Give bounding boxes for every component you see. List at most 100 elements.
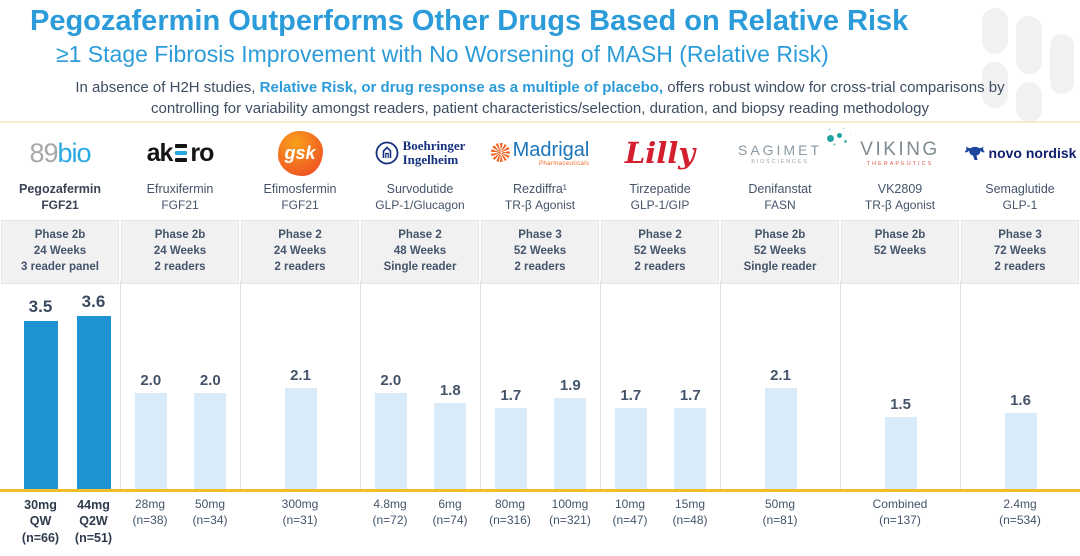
logo-viking: VIKING THERAPEUTICS bbox=[840, 127, 960, 179]
intro-note: In absence of H2H studies, Relative Risk… bbox=[50, 77, 1030, 119]
dose-label: 44mg Q2W (n=51) bbox=[74, 498, 113, 545]
bar-slot: 2.1 bbox=[241, 281, 360, 490]
mechanism: TR-β Agonist bbox=[504, 197, 576, 212]
bar-survodutide-6mg bbox=[434, 403, 467, 490]
bar-pegozafermin-30mg bbox=[23, 321, 58, 490]
trial-phase: Phase 2b bbox=[34, 228, 86, 241]
chart-col-madrigal: 1.7 1.9 bbox=[480, 281, 600, 490]
trial-info: Phase 3 52 Weeks 2 readers bbox=[481, 219, 599, 284]
dose-label: 4.8mg (n=72) bbox=[372, 497, 408, 527]
dose-label: 15mg (n=48) bbox=[672, 497, 708, 527]
bar-value-label: 1.6 bbox=[1010, 392, 1031, 409]
gsk-blob-icon: gsk bbox=[277, 130, 323, 176]
bar-slot: 2.0 bbox=[361, 281, 421, 490]
bar-value-label: 2.0 bbox=[380, 372, 402, 389]
trial-phase: Phase 2b bbox=[874, 228, 926, 241]
trial-duration: 52 Weeks bbox=[513, 244, 567, 257]
column-novo-nordisk: novo nordisk Semaglutide GLP-1 Phase 3 7… bbox=[960, 127, 1080, 284]
chart-col-sagimet: 2.1 bbox=[720, 281, 840, 490]
bar-value-label: 1.7 bbox=[500, 387, 522, 404]
logo-akero-left: ak bbox=[146, 138, 174, 167]
logo-89bio: 89 bio bbox=[0, 127, 120, 179]
bar-slot: 1.5 bbox=[841, 281, 960, 490]
drug-name: Efimosfermin bbox=[263, 182, 337, 196]
trial-info: Phase 2b 24 Weeks 3 reader panel bbox=[1, 219, 119, 284]
doses-akero: 28mg (n=38) 50mg (n=34) bbox=[120, 497, 240, 546]
gold-baseline bbox=[0, 489, 1080, 492]
dose-label: 50mg (n=34) bbox=[192, 497, 228, 527]
doses-gsk: 300mg (n=31) bbox=[240, 497, 360, 546]
dose-labels-row: 30mg QW (n=66) 44mg Q2W (n=51) 28mg (n=3… bbox=[0, 497, 1080, 546]
mechanism: TR-β Agonist bbox=[864, 197, 936, 212]
dose-label: 2.4mg (n=534) bbox=[999, 497, 1041, 527]
bar-value-label: 1.8 bbox=[439, 382, 461, 399]
doses-sagimet: 50mg (n=81) bbox=[720, 497, 840, 546]
trial-readers: Single reader bbox=[743, 260, 817, 273]
column-madrigal: Madrigal Pharmaceuticals Rezdiffra¹ TR-β… bbox=[480, 127, 600, 284]
bar-efimosfermin-300mg bbox=[284, 388, 317, 490]
logo-akero: ak ro bbox=[120, 127, 240, 179]
bar-slot: 1.7 bbox=[481, 281, 541, 490]
bar-survodutide-4-8mg bbox=[374, 393, 407, 490]
column-boehringer: Boehringer Ingelheim Survodutide GLP-1/G… bbox=[360, 127, 480, 284]
bar-efruxifermin-28mg bbox=[134, 393, 167, 490]
chart-col-lilly: 1.7 1.7 bbox=[600, 281, 720, 490]
dose-label: 100mg (n=321) bbox=[549, 497, 591, 527]
bar-slot: 2.0 bbox=[181, 281, 241, 490]
trial-phase: Phase 2 bbox=[278, 228, 322, 241]
bar-pegozafermin-44mg bbox=[76, 316, 111, 490]
column-gsk: gsk Efimosfermin FGF21 Phase 2 24 Weeks … bbox=[240, 127, 360, 284]
trial-readers bbox=[842, 259, 958, 275]
logo-boehringer-line1: Boehringer bbox=[402, 138, 466, 154]
trial-info: Phase 2b 52 Weeks Single reader bbox=[721, 219, 839, 284]
trial-info: Phase 2b 52 Weeks bbox=[841, 219, 959, 284]
column-akero: ak ro Efruxifermin FGF21 Phase 2b 24 Wee… bbox=[120, 127, 240, 284]
logo-lilly: Lilly bbox=[600, 127, 720, 179]
trial-info: Phase 2b 24 Weeks 2 readers bbox=[121, 219, 239, 284]
logo-boehringer-line2: Ingelheim bbox=[402, 152, 459, 167]
trial-phase: Phase 2 bbox=[398, 228, 442, 241]
trial-readers: 2 readers bbox=[274, 260, 326, 273]
trial-readers: 3 reader panel bbox=[21, 260, 99, 273]
dose-label: 10mg (n=47) bbox=[612, 497, 648, 527]
drug-name: VK2809 bbox=[877, 182, 923, 196]
drug-name: Denifanstat bbox=[748, 182, 812, 196]
logo-sagimet: SAGIMET BIOSCIENCES bbox=[720, 127, 840, 179]
trial-info: Phase 2 52 Weeks 2 readers bbox=[601, 219, 719, 284]
bar-value-label: 2.0 bbox=[140, 372, 162, 389]
mechanism: GLP-1/GIP bbox=[630, 197, 690, 212]
trial-phase: Phase 3 bbox=[518, 228, 562, 241]
column-sagimet: SAGIMET BIOSCIENCES Denifanstat FASN Pha… bbox=[720, 127, 840, 284]
header-divider bbox=[0, 121, 1080, 123]
drug-name: Tirzepatide bbox=[629, 182, 691, 196]
mechanism: FGF21 bbox=[281, 197, 319, 212]
dose-label: 80mg (n=316) bbox=[489, 497, 531, 527]
bar-slot: 3.6 bbox=[67, 281, 120, 490]
doses-novo: 2.4mg (n=534) bbox=[960, 497, 1080, 546]
trial-readers: 2 readers bbox=[994, 260, 1046, 273]
page-subtitle: ≥1 Stage Fibrosis Improvement with No Wo… bbox=[56, 41, 829, 67]
dose-label: 6mg (n=74) bbox=[432, 497, 468, 527]
bar-value-label: 1.7 bbox=[679, 387, 701, 404]
logo-viking-sub: THERAPEUTICS bbox=[866, 161, 934, 167]
bar-value-label: 3.5 bbox=[28, 297, 53, 316]
chart-col-novo: 1.6 bbox=[960, 281, 1080, 490]
boehringer-emblem-icon bbox=[375, 141, 398, 165]
mechanism: GLP-1 bbox=[1002, 197, 1038, 212]
trial-duration: 48 Weeks bbox=[393, 244, 447, 257]
doses-lilly: 10mg (n=47) 15mg (n=48) bbox=[600, 497, 720, 546]
logo-madrigal: Madrigal Pharmaceuticals bbox=[480, 127, 600, 179]
trial-readers: 2 readers bbox=[514, 260, 566, 273]
trial-duration: 72 Weeks bbox=[993, 244, 1047, 257]
logo-sagimet-name: SAGIMET bbox=[737, 141, 822, 158]
bar-tirzepatide-15mg bbox=[674, 408, 707, 490]
intro-note-suffix: offers robust window for cross-trial com… bbox=[151, 79, 1005, 117]
bar-value-label: 1.7 bbox=[620, 387, 642, 404]
bar-value-label: 3.6 bbox=[81, 292, 106, 311]
trial-duration: 52 Weeks bbox=[873, 244, 927, 257]
bar-slot: 1.8 bbox=[421, 281, 481, 490]
page-title: Pegozafermin Outperforms Other Drugs Bas… bbox=[30, 5, 909, 37]
trial-duration: 24 Weeks bbox=[273, 244, 327, 257]
drug-name: Efruxifermin bbox=[146, 182, 214, 196]
trial-duration: 52 Weeks bbox=[753, 244, 807, 257]
